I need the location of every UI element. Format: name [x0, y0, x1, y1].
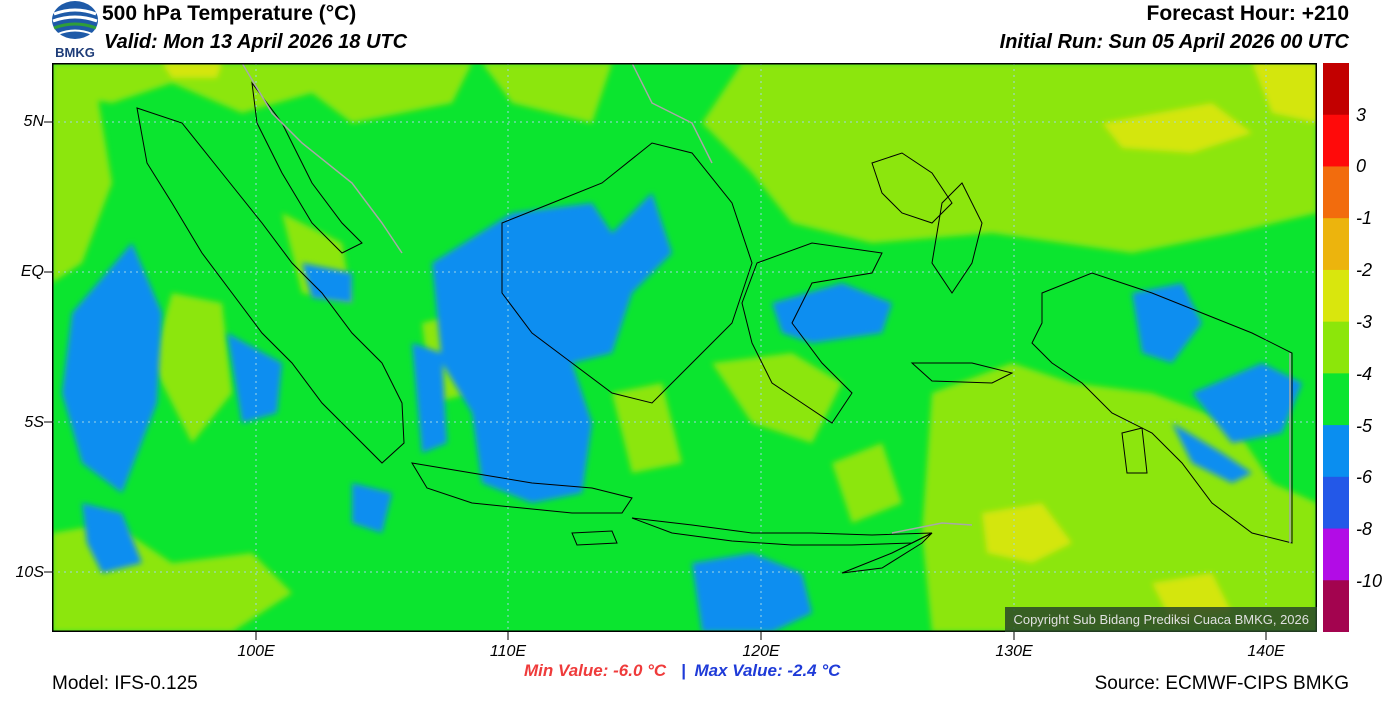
papua-coast	[1031, 272, 1293, 544]
colorbar-swatch	[1323, 114, 1349, 167]
sulawesi-coast	[741, 242, 883, 424]
colorbar-swatch	[1323, 321, 1349, 374]
forecast-hour: Forecast Hour: +210	[1146, 2, 1350, 25]
field-cold-areas	[62, 193, 1302, 632]
lat-label-5s: 5S	[24, 414, 44, 431]
temperature-map	[52, 63, 1317, 632]
lon-label-110e: 110E	[489, 643, 527, 660]
philippines-coast	[871, 152, 953, 224]
map-title: 500 hPa Temperature (°C)	[102, 2, 357, 25]
colorbar-label-3: 3	[1356, 105, 1367, 125]
max-value: Max Value: -2.4 °C	[694, 661, 841, 680]
java-coast	[411, 462, 633, 514]
colorbar-swatch	[1323, 63, 1349, 116]
lat-ticks	[44, 121, 52, 573]
lat-label-10s: 10S	[15, 564, 44, 581]
colorbar-label-minus-2: -2	[1356, 260, 1373, 280]
colorbar-swatch	[1323, 373, 1349, 426]
initial-run: Initial Run: Sun 05 April 2026 00 UTC	[999, 31, 1349, 53]
lon-ticks	[255, 632, 1267, 640]
borders	[241, 63, 1291, 543]
bmkg-logo-icon: BMKG	[52, 1, 98, 60]
lon-label-140e: 140E	[1247, 643, 1285, 660]
gridlines	[52, 63, 1317, 632]
colorbar-label-minus-6: -6	[1356, 467, 1373, 487]
colorbar-swatch	[1323, 269, 1349, 323]
colorbar-swatch	[1323, 218, 1349, 271]
logo-text: BMKG	[55, 45, 95, 60]
colorbar-label-minus-1: -1	[1356, 208, 1373, 228]
colorbar-label-minus-10: -10	[1356, 571, 1383, 591]
bali-lombok-coast	[571, 530, 618, 546]
coastlines	[136, 81, 1293, 574]
colorbar	[1323, 63, 1349, 632]
source-label: Source: ECMWF-CIPS BMKG	[1094, 673, 1349, 694]
lat-label-eq: EQ	[20, 263, 44, 280]
sumatra-coast	[136, 107, 405, 464]
model-label: Model: IFS-0.125	[52, 673, 198, 694]
colorbar-label-minus-5: -5	[1356, 416, 1373, 436]
min-value: Min Value: -6.0 °C	[524, 661, 667, 680]
valid-time: Valid: Mon 13 April 2026 18 UTC	[104, 31, 408, 53]
colorbar-swatch	[1323, 528, 1349, 581]
timor-coast	[841, 532, 933, 574]
lon-label-130e: 130E	[995, 643, 1033, 660]
min-max-values: Min Value: -6.0 °C | Max Value: -2.4 °C	[524, 661, 840, 681]
colorbar-label-minus-8: -8	[1356, 519, 1373, 539]
halmahera-coast	[931, 182, 983, 294]
min-max-separator: |	[680, 661, 686, 680]
colorbar-swatch	[1323, 476, 1349, 530]
colorbar-label-0: 0	[1356, 156, 1367, 176]
lon-label-100e: 100E	[237, 643, 275, 660]
borneo-coast	[501, 142, 753, 404]
lon-label-120e: 120E	[742, 643, 780, 660]
colorbar-swatch	[1323, 425, 1349, 478]
colorbar-label-minus-3: -3	[1356, 312, 1373, 332]
lat-label-5n: 5N	[23, 113, 44, 130]
colorbar-swatch	[1323, 166, 1349, 219]
aru-islands-coast	[1121, 427, 1148, 474]
copyright-note: Copyright Sub Bidang Prediksi Cuaca BMKG…	[1005, 607, 1317, 632]
colorbar-label-minus-4: -4	[1356, 364, 1373, 384]
malay-peninsula-coast	[251, 81, 363, 254]
map-frame	[52, 63, 1317, 632]
seram-coast	[910, 362, 1014, 384]
colorbar-swatch	[1323, 580, 1349, 632]
